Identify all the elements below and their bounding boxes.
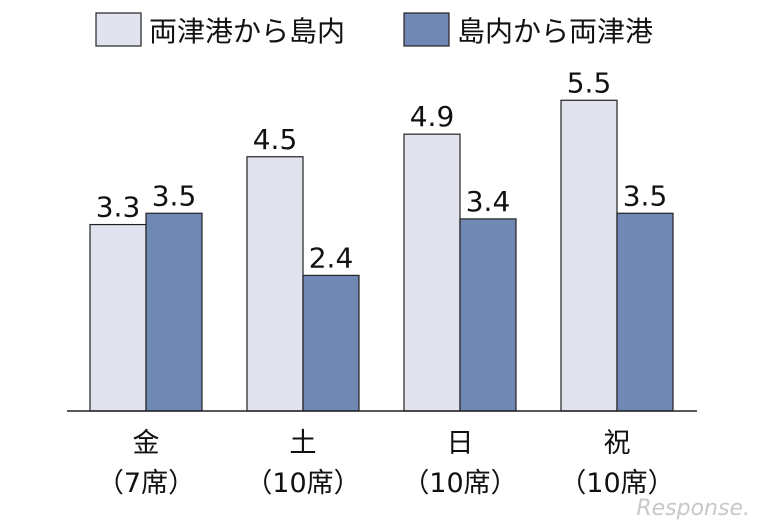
value-label: 4.9 [410,100,455,133]
x-tick-label: 祝 （10席） [559,428,675,499]
watermark: Response. [636,496,750,521]
bar [145,212,203,412]
bar [89,223,147,412]
bar [560,99,618,412]
bar [403,133,461,412]
x-tick-label: 土 （10席） [245,428,361,499]
x-tick-label: 金 （7席） [96,428,196,499]
value-label: 3.4 [466,185,511,218]
value-label: 5.5 [567,66,612,99]
value-label: 3.5 [623,179,668,212]
bar [246,156,304,412]
bar [459,218,517,412]
value-label: 3.5 [152,179,197,212]
legend-label: 島内から両津港 [457,15,653,48]
bar [302,274,360,412]
value-label: 4.5 [253,123,298,156]
legend-swatch [95,12,142,47]
value-label: 3.3 [96,191,141,224]
value-label: 2.4 [309,241,354,274]
bar [616,212,674,412]
legend-swatch [403,12,450,47]
x-tick-label: 日 （10席） [402,428,518,499]
legend-label: 両津港から島内 [149,15,345,48]
